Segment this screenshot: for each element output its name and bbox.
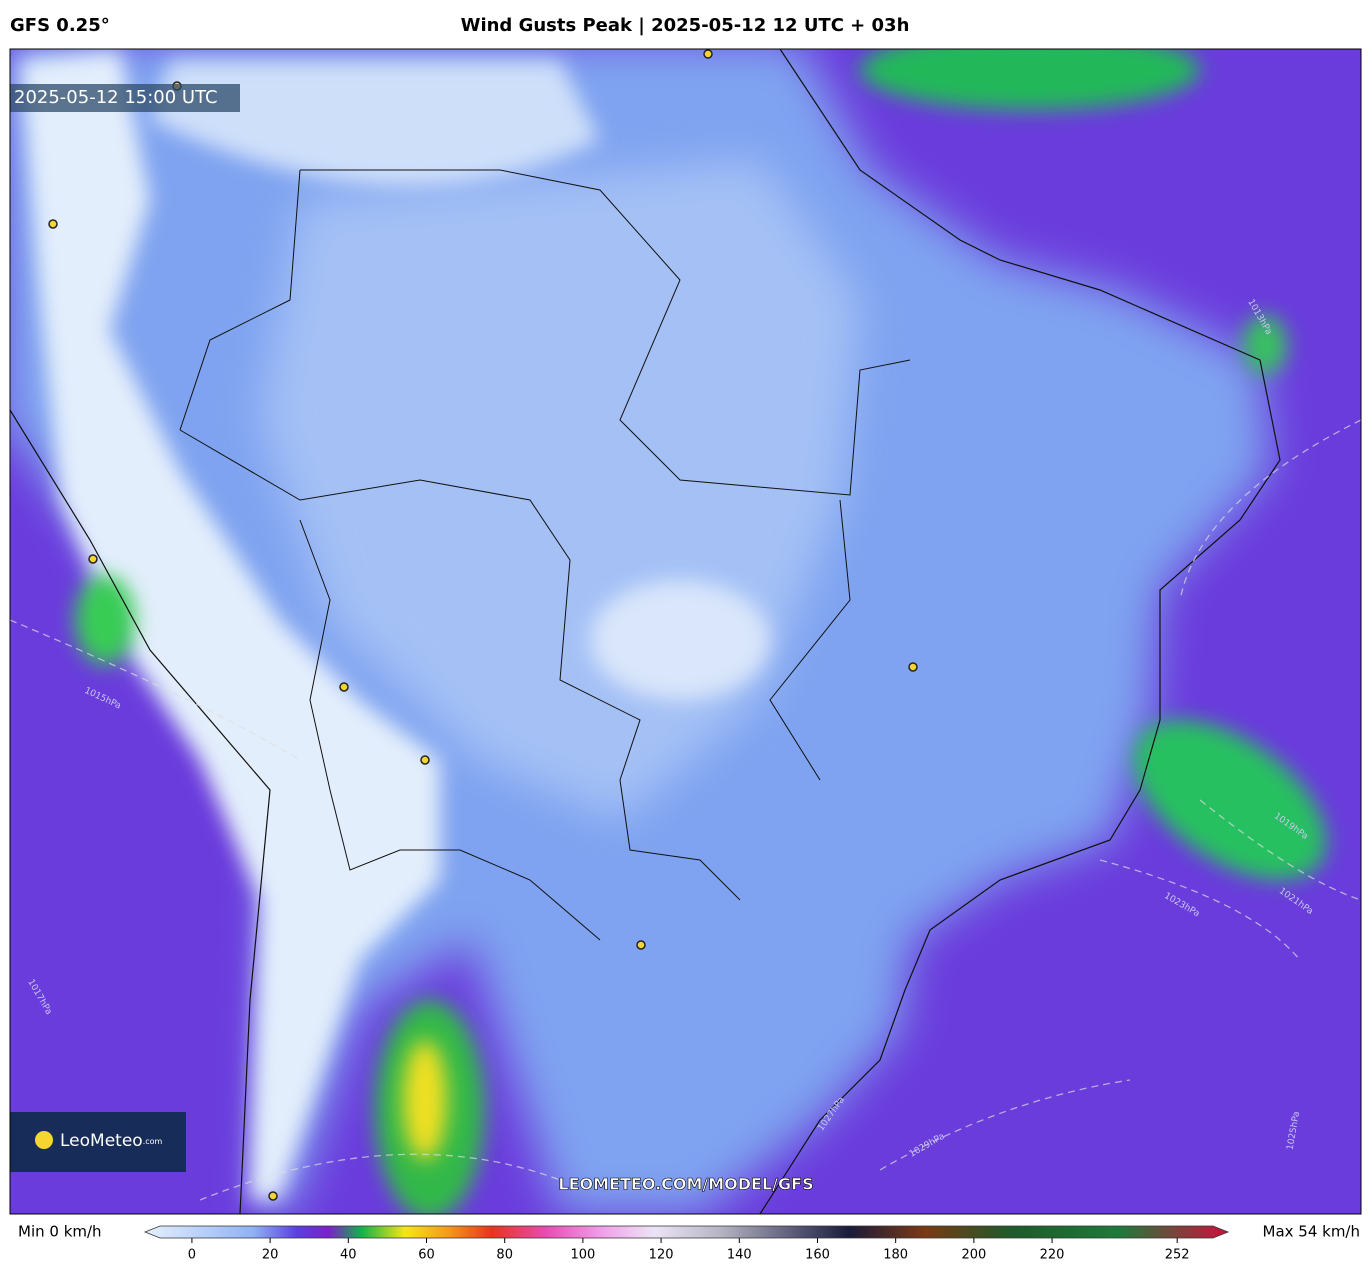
colorbar-tick-label: 160 (805, 1248, 830, 1263)
city (268, 1191, 278, 1201)
city (703, 49, 713, 59)
north-field (150, 60, 600, 186)
coastline (10, 49, 1281, 1214)
map: 1013hPa1015hPa1017hPa1019hPa1021hPa1023h… (10, 49, 1361, 1214)
colorbar-tick-label: 100 (570, 1248, 595, 1263)
colorbar-tick-label: 80 (496, 1248, 513, 1263)
colorbar-tick-label: 120 (649, 1248, 674, 1263)
colorbar-tick-label: 40 (340, 1248, 357, 1263)
city (88, 554, 98, 564)
gust-area (403, 1040, 447, 1160)
logo-domain: .com (143, 1137, 163, 1146)
city (420, 755, 430, 765)
colorbar-tick-label: 20 (262, 1248, 279, 1263)
colorbar-tick-label: 220 (1040, 1248, 1065, 1263)
timestamp: 2025-05-12 15:00 UTC (14, 87, 218, 108)
logo: LeoMeteo.com (60, 1131, 163, 1151)
colorbar-tick-label: 60 (418, 1248, 435, 1263)
colorbar-body (143, 1225, 1230, 1239)
logo-sun (35, 1131, 53, 1149)
map-frame (9, 48, 1362, 1215)
colorbar-tick-label: 200 (961, 1248, 986, 1263)
border (179, 169, 911, 941)
gust-area (1243, 315, 1287, 375)
gust-area (75, 575, 135, 665)
city (339, 682, 349, 692)
plateau-field (590, 580, 770, 700)
logo-name: LeoMeteo (60, 1131, 143, 1151)
colorbar-tick-label: 252 (1165, 1248, 1190, 1263)
city (48, 219, 58, 229)
legend-max: Max 54 km/h (1263, 1223, 1361, 1241)
colorbar: 0 20 40 60 80 100 120 140 160 180 200 220 252 (143, 1225, 1230, 1263)
legend-min: Min 0 km/h (18, 1223, 102, 1241)
gust-area (1133, 720, 1327, 880)
isobar (10, 419, 1361, 1201)
colorbar-tick-label: 0 (188, 1248, 196, 1263)
andes-field (20, 50, 440, 1200)
watermark: LEOMETEO.COM/MODEL/GFS (558, 1175, 813, 1194)
city (636, 940, 646, 950)
model-label: GFS 0.25° (10, 15, 110, 36)
city (908, 662, 918, 672)
colorbar-tick-label: 140 (727, 1248, 752, 1263)
gust-area (860, 49, 1200, 110)
map-title: Wind Gusts Peak | 2025-05-12 12 UTC + 03… (461, 15, 910, 36)
timestamp-box (10, 84, 240, 112)
colorbar-tick-label: 180 (883, 1248, 908, 1263)
